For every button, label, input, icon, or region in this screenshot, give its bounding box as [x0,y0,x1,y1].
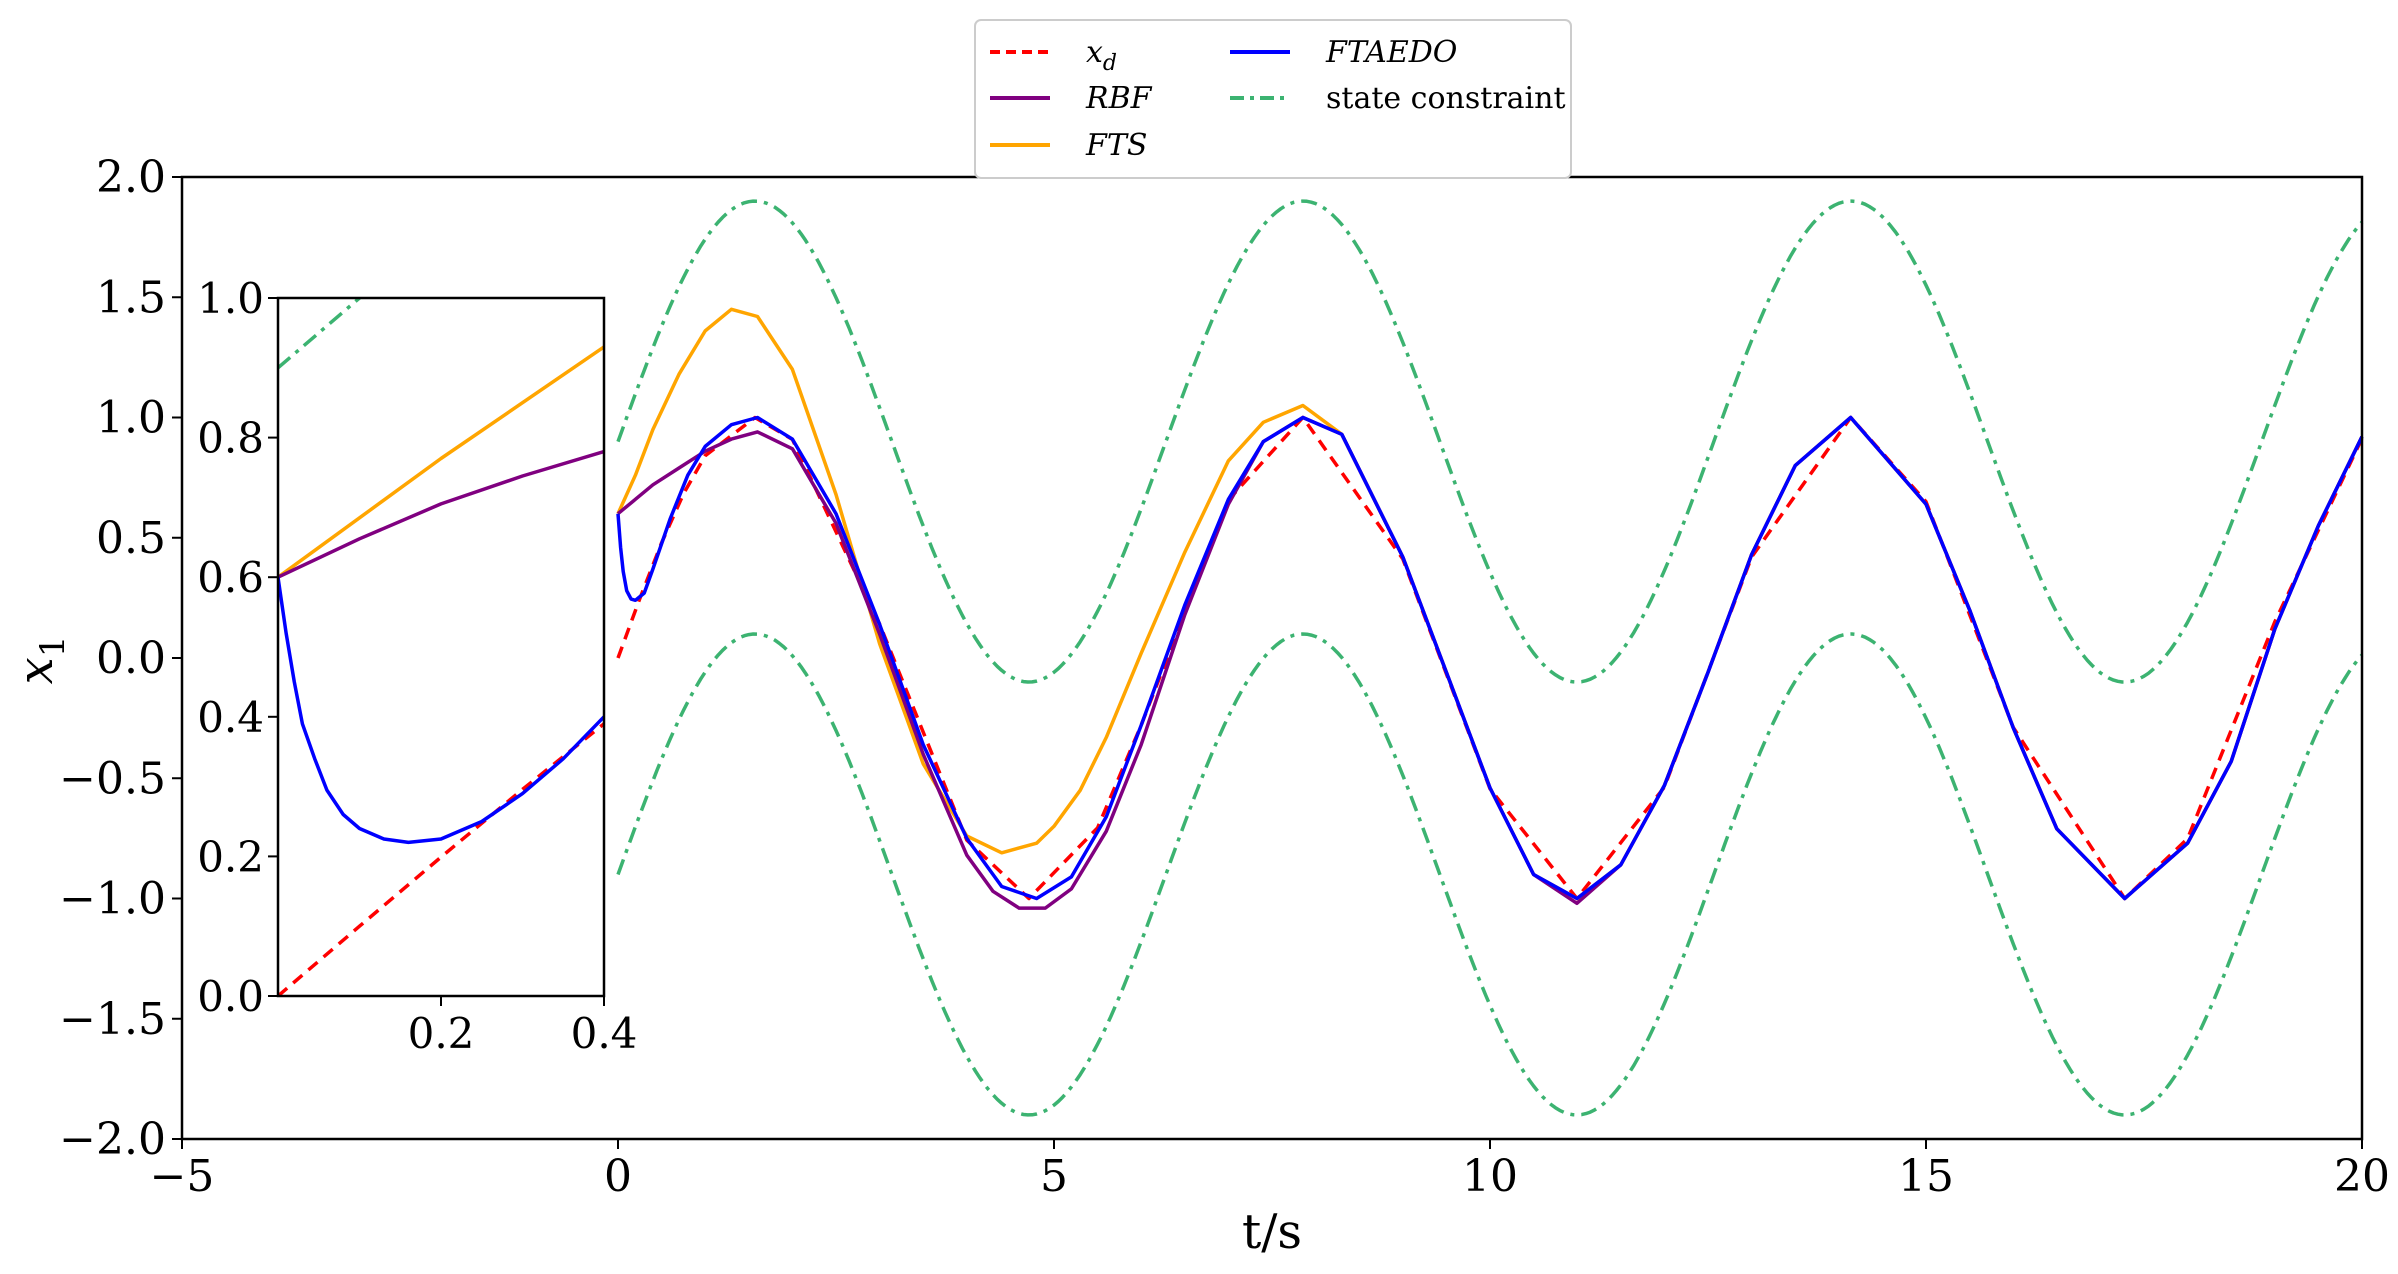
series-line-ftaedo [616,415,2364,901]
y-tick-label: 2.0 [96,152,166,203]
inset-y-tick-label: 0.4 [197,693,264,742]
inset-y-tick-label: 1.0 [197,274,264,323]
series-line-constraint_upper [616,199,2364,684]
inset-x-axis-ticks: 0.2 0.4 [408,996,638,1058]
inset-y-tick-label: 0.8 [197,414,264,463]
legend-item-fts: FTS [990,128,1147,163]
legend-label: FTAEDO [1325,35,1457,70]
legend-label: state constraint [1326,81,1566,116]
x-tick-label: 15 [1898,1151,1954,1202]
inset-series-line-constraint [278,298,363,370]
x-tick-label: −5 [150,1151,215,1202]
y-tick-label: −1.5 [59,994,166,1045]
y-axis-label: x1 [8,636,73,685]
inset-x-tick-label: 0.4 [571,1009,638,1058]
inset-background [278,298,604,996]
inset-y-axis-ticks: 0.0 0.2 0.4 0.6 0.8 1.0 [197,274,278,1021]
inset-series-line-xd [278,722,604,996]
y-tick-label: 0.5 [96,513,166,564]
x-tick-label: 10 [1462,1151,1518,1202]
y-tick-label: 1.0 [96,393,166,444]
y-tick-label: 0.0 [96,633,166,684]
series-line-rbf [616,415,2364,910]
series-line-fts [616,307,2364,901]
legend-label: FTS [1085,128,1147,163]
inset-series-line-ftaedo [278,576,604,845]
legend-label-subscript: d [1103,51,1117,76]
legend-item-constraint: state constraint [1230,81,1566,116]
y-tick-label: −2.0 [59,1114,166,1165]
inset-y-tick-label: 0.2 [197,832,264,881]
x-tick-label: 0 [604,1151,632,1202]
x-axis-label: t/s [1242,1204,1302,1260]
inset-series-line-rbf [278,449,604,579]
legend-label: RBF [1085,81,1153,116]
x-tick-label: 5 [1040,1151,1068,1202]
series-line-constraint_lower [616,632,2364,1117]
y-tick-label: 1.5 [96,272,166,323]
inset-curves [278,298,604,996]
inset-series-line-fts [278,345,604,579]
inset-y-tick-label: 0.6 [197,553,264,602]
main-curves [616,199,2364,1117]
x-tick-label: 20 [2334,1151,2390,1202]
x-axis-ticks: −5 0 5 10 15 20 [150,1139,2390,1202]
legend-item-rbf: RBF [990,81,1153,116]
svg-text:x1: x1 [8,636,73,685]
inset-y-tick-label: 0.0 [197,972,264,1021]
y-axis-ticks: −2.0 −1.5 −1.0 −0.5 0.0 0.5 1.0 1.5 2.0 [59,152,182,1165]
series-line-xd [616,415,2364,901]
y-tick-label: −1.0 [59,874,166,925]
inset-x-tick-label: 0.2 [408,1009,475,1058]
y-tick-label: −0.5 [59,753,166,804]
legend-item-ftaedo: FTAEDO [1230,35,1457,70]
